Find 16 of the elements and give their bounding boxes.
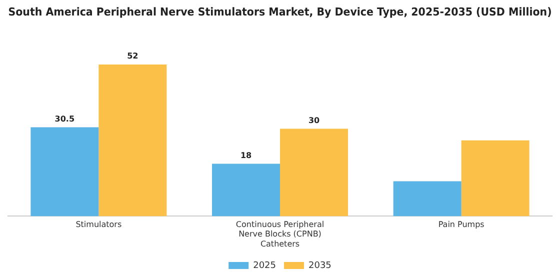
bar <box>30 127 99 216</box>
chart-title: South America Peripheral Nerve Stimulators Market, By Device Type, 2025-2035 (USD Million) <box>8 5 552 19</box>
bar <box>98 64 167 216</box>
data-label: 18 <box>240 150 252 160</box>
data-label: 52 <box>127 52 138 61</box>
legend-label: 2035 <box>308 260 332 271</box>
data-label: 30 <box>308 116 320 125</box>
data-label: 30.5 <box>54 114 75 124</box>
bar <box>393 181 462 216</box>
legend-label: 2025 <box>253 260 276 271</box>
bar <box>280 128 348 216</box>
bar <box>461 140 530 216</box>
x-tick-label: Stimulators <box>76 220 122 230</box>
x-tick-label: Pain Pumps <box>438 220 484 230</box>
bar <box>212 164 280 216</box>
x-tick-label: Continuous Peripheral Nerve Blocks (CPNB) Catheters <box>236 220 324 248</box>
